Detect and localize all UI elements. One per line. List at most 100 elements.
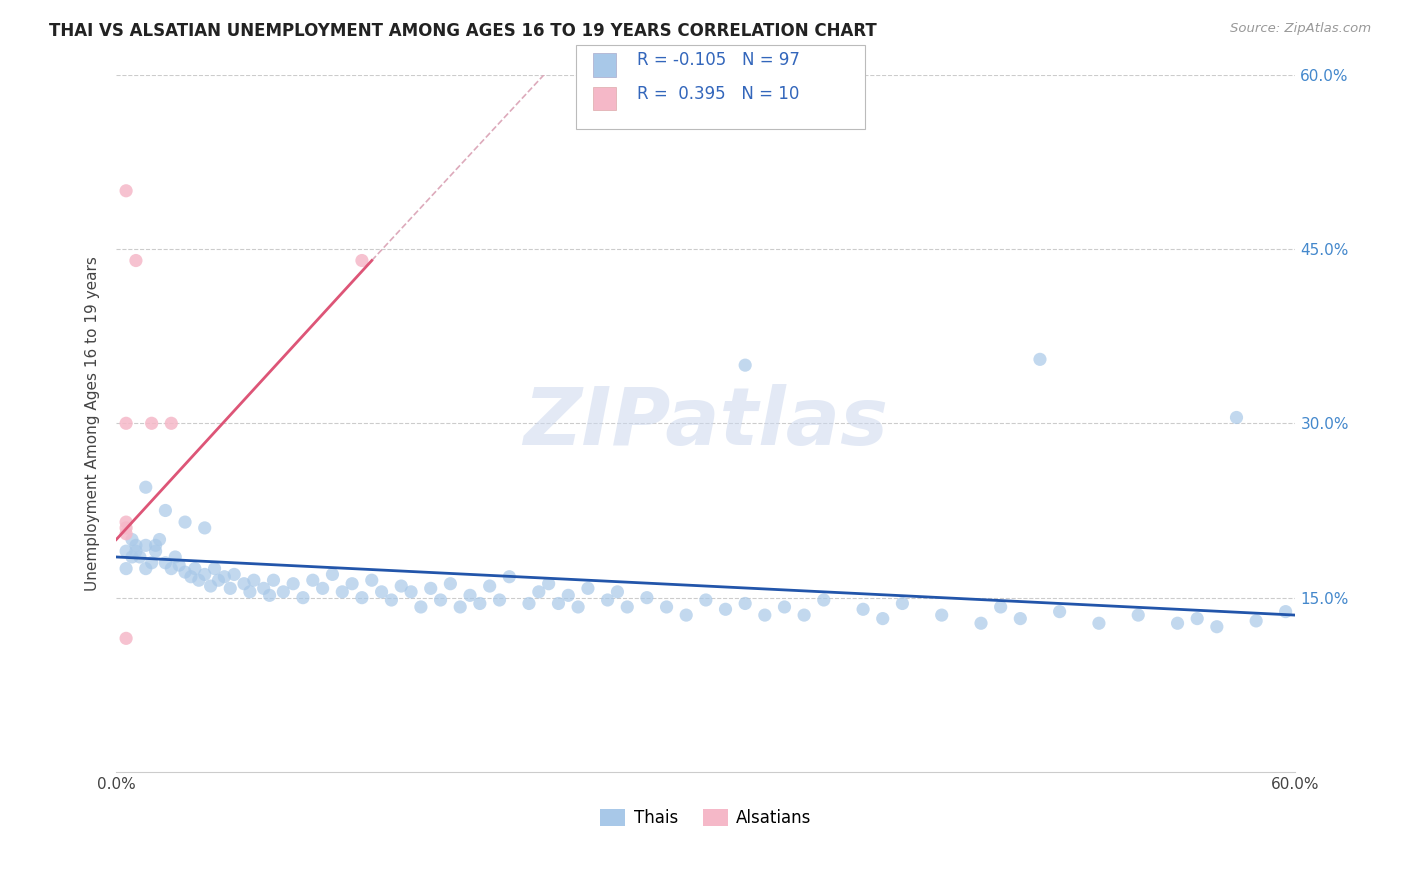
Point <box>419 582 441 596</box>
Point <box>291 591 314 605</box>
Point <box>194 567 217 582</box>
Point <box>155 503 177 517</box>
Point <box>655 599 678 614</box>
Point <box>115 526 138 541</box>
Legend: Thais, Alsatians: Thais, Alsatians <box>593 802 818 833</box>
Point <box>160 417 183 431</box>
Point <box>537 576 560 591</box>
Point <box>115 561 138 575</box>
Point <box>219 582 242 596</box>
Point <box>350 591 373 605</box>
Point <box>547 597 569 611</box>
Point <box>115 515 138 529</box>
Point <box>360 573 382 587</box>
Point <box>141 417 163 431</box>
Point <box>891 597 914 611</box>
Point <box>253 582 276 596</box>
Point <box>852 602 875 616</box>
Point <box>160 561 183 575</box>
Point <box>121 549 143 564</box>
Point <box>458 588 481 602</box>
Point <box>145 538 167 552</box>
Text: THAI VS ALSATIAN UNEMPLOYMENT AMONG AGES 16 TO 19 YEARS CORRELATION CHART: THAI VS ALSATIAN UNEMPLOYMENT AMONG AGES… <box>49 22 877 40</box>
Point <box>714 602 737 616</box>
Point <box>596 593 619 607</box>
Point <box>259 588 281 602</box>
Point <box>121 533 143 547</box>
Point <box>380 593 402 607</box>
Point <box>311 582 333 596</box>
Point <box>214 570 236 584</box>
Point <box>115 184 138 198</box>
Point <box>872 611 894 625</box>
Point <box>184 561 207 575</box>
Point <box>695 593 717 607</box>
Point <box>389 579 412 593</box>
Point <box>187 573 209 587</box>
Point <box>1010 611 1032 625</box>
Point <box>370 585 392 599</box>
Point <box>1205 620 1227 634</box>
Point <box>224 567 246 582</box>
Point <box>263 573 285 587</box>
Point <box>399 585 422 599</box>
Point <box>135 538 157 552</box>
Point <box>194 521 217 535</box>
Point <box>141 556 163 570</box>
Text: ZIPatlas: ZIPatlas <box>523 384 889 462</box>
Point <box>557 588 579 602</box>
Point <box>115 521 138 535</box>
Point <box>125 253 148 268</box>
Point <box>207 573 229 587</box>
Point <box>350 253 373 268</box>
Point <box>1244 614 1267 628</box>
Point <box>125 544 148 558</box>
Point <box>517 597 540 611</box>
Point <box>115 417 138 431</box>
Point <box>239 585 262 599</box>
Point <box>1029 352 1052 367</box>
Point <box>616 599 638 614</box>
Point <box>931 608 953 623</box>
Point <box>273 585 295 599</box>
Point <box>167 558 190 573</box>
Point <box>970 616 993 631</box>
Point <box>409 599 432 614</box>
Point <box>527 585 550 599</box>
Point <box>636 591 658 605</box>
Point <box>1185 611 1208 625</box>
Point <box>734 358 756 372</box>
Y-axis label: Unemployment Among Ages 16 to 19 years: Unemployment Among Ages 16 to 19 years <box>86 256 100 591</box>
Point <box>145 544 167 558</box>
Point <box>498 570 520 584</box>
Point <box>174 565 197 579</box>
Point <box>243 573 266 587</box>
Point <box>1225 410 1247 425</box>
Point <box>125 538 148 552</box>
Point <box>439 576 461 591</box>
Point <box>468 597 491 611</box>
Point <box>135 480 157 494</box>
Point <box>155 556 177 570</box>
Point <box>148 533 170 547</box>
Point <box>321 567 343 582</box>
Point <box>330 585 353 599</box>
Text: R = -0.105   N = 97: R = -0.105 N = 97 <box>637 51 800 69</box>
Point <box>1167 616 1189 631</box>
Point <box>478 579 501 593</box>
Point <box>754 608 776 623</box>
Text: R =  0.395   N = 10: R = 0.395 N = 10 <box>637 85 799 103</box>
Point <box>449 599 471 614</box>
Point <box>429 593 451 607</box>
Point <box>174 515 197 529</box>
Point <box>606 585 628 599</box>
Point <box>115 632 138 646</box>
Point <box>675 608 697 623</box>
Point <box>567 599 589 614</box>
Point <box>115 544 138 558</box>
Point <box>1049 605 1071 619</box>
Point <box>340 576 363 591</box>
Point <box>813 593 835 607</box>
Point <box>488 593 510 607</box>
Point <box>135 561 157 575</box>
